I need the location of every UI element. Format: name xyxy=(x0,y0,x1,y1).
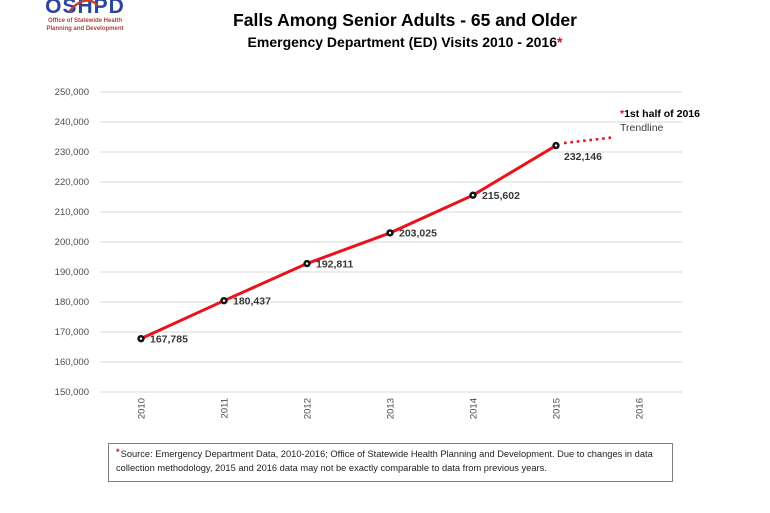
chart-subtitle: Emergency Department (ED) Visits 2010 - … xyxy=(75,34,735,50)
trendline-dotted xyxy=(563,136,613,145)
chart-header: Falls Among Senior Adults - 65 and Older… xyxy=(75,10,735,50)
y-axis-label: 200,000 xyxy=(55,237,89,248)
subtitle-asterisk: * xyxy=(556,34,563,51)
y-axis-label: 230,000 xyxy=(55,147,89,158)
x-axis-label: 2010 xyxy=(137,398,148,419)
y-axis-label: 220,000 xyxy=(55,177,89,188)
data-point-marker-center xyxy=(222,299,226,302)
x-axis-label: 2016 xyxy=(635,398,646,419)
annotation-label: 1st half of 2016 xyxy=(624,108,700,120)
data-point-label: 215,602 xyxy=(482,190,520,202)
logo-subtitle-line2: Planning and Development xyxy=(46,25,124,32)
y-axis-label: 160,000 xyxy=(55,357,89,368)
data-point-label: 203,025 xyxy=(399,228,437,240)
annotation-asterisk: * xyxy=(620,108,625,120)
y-axis-label: 170,000 xyxy=(55,327,89,338)
data-point-marker-center xyxy=(554,144,558,147)
data-point-marker-center xyxy=(471,193,475,197)
x-axis-label: 2014 xyxy=(469,398,480,419)
data-point-marker-center xyxy=(388,231,392,235)
logo-subtitle: Office of Statewide Health Planning and … xyxy=(39,18,131,33)
data-point-marker-center xyxy=(305,262,309,265)
footnote-asterisk: * xyxy=(116,447,120,457)
y-axis-label: 250,000 xyxy=(55,87,89,98)
series-line xyxy=(140,144,557,341)
x-axis-label: 2015 xyxy=(552,398,563,419)
data-point-label: 167,785 xyxy=(150,333,188,345)
chart-title: Falls Among Senior Adults - 65 and Older xyxy=(233,10,577,30)
y-axis-label: 180,000 xyxy=(55,297,89,308)
data-point-marker-center xyxy=(139,337,143,340)
chart-subtitle-text: Emergency Department (ED) Visits 2010 - … xyxy=(247,34,557,51)
data-point-label: 192,811 xyxy=(316,258,354,270)
x-axis-label: 2011 xyxy=(220,398,231,418)
y-axis-label: 150,000 xyxy=(55,387,89,398)
y-axis-label: 240,000 xyxy=(55,117,89,128)
logo-subtitle-line1: Office of Statewide Health xyxy=(47,18,122,24)
data-point-label: 180,437 xyxy=(233,295,271,307)
y-axis-label: 210,000 xyxy=(55,207,89,218)
footnote-text: Source: Emergency Department Data, 2010-… xyxy=(116,449,653,473)
annotation-line1: *1st half of 2016 xyxy=(620,108,700,122)
y-axis-label: 190,000 xyxy=(55,267,89,278)
trendline-annotation: *1st half of 2016 Trendline xyxy=(620,108,700,135)
footnote-box: *Source: Emergency Department Data, 2010… xyxy=(108,443,673,482)
data-point-label: 232,146 xyxy=(564,151,602,163)
x-axis-label: 2012 xyxy=(303,398,314,419)
x-axis-label: 2013 xyxy=(386,398,397,419)
annotation-trendline-label: Trendline xyxy=(620,121,664,134)
